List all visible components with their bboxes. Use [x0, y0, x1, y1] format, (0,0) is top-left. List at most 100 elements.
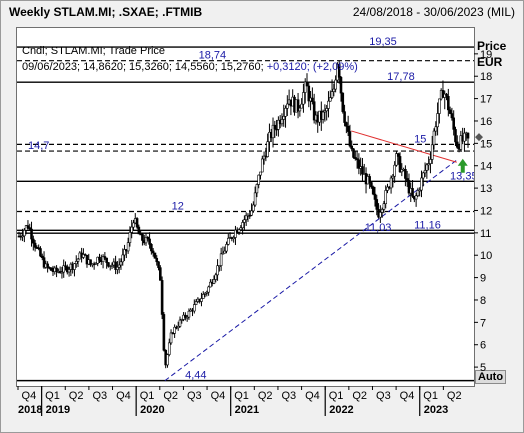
level-label: 12 — [172, 200, 184, 212]
candle-body — [135, 218, 139, 228]
candle-body — [146, 237, 150, 240]
level-label: 18,74 — [199, 50, 227, 62]
x-year-label: 2022 — [329, 404, 353, 416]
x-year-label: 2023 — [424, 404, 448, 416]
x-quarter-label: Q2 — [258, 390, 273, 402]
candle-body — [180, 319, 184, 321]
candle-body — [346, 125, 350, 132]
candle-body — [447, 96, 450, 111]
candle-body — [448, 109, 452, 114]
candle-body — [355, 158, 359, 161]
ohlc-values: 14,8620; 15,3260; 14,5560; 15,2760; — [83, 61, 264, 73]
candle-body — [255, 184, 259, 194]
x-quarter-label: Q1 — [45, 390, 60, 402]
x-year-label: 2020 — [140, 404, 164, 416]
candle-body — [89, 259, 92, 266]
candle-body — [445, 93, 448, 97]
candle-body — [216, 265, 219, 276]
candle-body — [341, 92, 345, 112]
candle-body — [194, 301, 198, 305]
x-quarter-label: Q2 — [352, 390, 367, 402]
candle-body — [379, 212, 382, 218]
y-tick-label: 7 — [480, 317, 486, 329]
level-label: 15 — [414, 133, 426, 145]
candle-body — [250, 210, 253, 216]
candle-body — [176, 325, 180, 329]
candle-body — [273, 124, 277, 130]
candle-body — [286, 103, 289, 109]
candle-body — [361, 166, 364, 175]
candle-body — [393, 164, 396, 177]
candle-body — [396, 153, 400, 157]
candle-body — [411, 188, 414, 197]
candle-body — [373, 193, 377, 200]
y-tick-label: 18 — [480, 71, 492, 83]
auto-scale-button[interactable]: Auto — [475, 370, 507, 384]
candle-body — [296, 99, 300, 112]
candle-body — [395, 153, 398, 166]
candle-body — [391, 175, 395, 179]
candlestick-plot[interactable]: 19,35 18,74 17,78 15 14,7 13,35 12 11,16 11,03 4,… — [17, 28, 474, 386]
candle-body — [334, 79, 337, 90]
x-quarter-label: Q3 — [92, 390, 107, 402]
y-tick-label: 9 — [480, 273, 486, 285]
candle-body — [300, 103, 303, 109]
x-year-label: 2018 — [18, 404, 42, 416]
candle-body — [103, 256, 107, 259]
x-quarter-label: Q3 — [376, 390, 391, 402]
candle-body — [185, 316, 189, 319]
candle-body — [218, 265, 221, 267]
candle-body — [98, 256, 101, 261]
candle-body — [434, 126, 438, 132]
x-year-label: 2019 — [46, 404, 70, 416]
x-quarter-label: Q4 — [305, 390, 320, 402]
y-tick-label: 17 — [480, 94, 492, 106]
x-quarter-label: Q1 — [234, 390, 249, 402]
candle-body — [357, 159, 361, 169]
candle-body — [64, 265, 67, 268]
candle-body — [107, 262, 110, 267]
candle-body — [262, 155, 266, 160]
candle-body — [370, 182, 373, 188]
candle-body — [193, 304, 196, 312]
candle-body — [205, 291, 209, 294]
candle-body — [153, 252, 157, 259]
up-arrow-icon — [457, 158, 468, 173]
candle-body — [141, 233, 144, 241]
x-quarter-label: Q1 — [140, 390, 155, 402]
candle-body — [76, 258, 80, 262]
x-quarter-label: Q3 — [187, 390, 202, 402]
candle-body — [257, 174, 261, 185]
candle-body — [26, 225, 30, 228]
candle-body — [119, 261, 123, 266]
candle-body — [214, 274, 218, 280]
candle-body — [454, 129, 457, 143]
level-label: 14,7 — [28, 140, 49, 152]
candle-body — [418, 189, 422, 192]
x-year-label: 2021 — [235, 404, 259, 416]
candle-body — [74, 261, 78, 265]
candle-body — [339, 77, 343, 94]
candle-body — [223, 250, 227, 254]
candle-body — [345, 122, 348, 127]
y-tick-label: 19 — [480, 49, 492, 61]
chart-title: Weekly STLAM.MI; .SXAE; .FTMIB — [9, 5, 203, 19]
candle-body — [33, 242, 37, 248]
candle-body — [101, 256, 105, 262]
x-quarter-label: Q2 — [69, 390, 84, 402]
candle-body — [253, 192, 257, 206]
candle-body — [337, 64, 341, 78]
candle-body — [354, 157, 357, 159]
candle-body — [162, 314, 166, 351]
y-tick-label: 13 — [480, 183, 492, 195]
plot-area[interactable]: 19,35 18,74 17,78 15 14,7 13,35 12 11,16 11,03 4,… — [16, 27, 475, 387]
candle-body — [298, 107, 302, 112]
candle-body — [282, 116, 286, 120]
candle-body — [232, 237, 235, 240]
candle-body — [203, 292, 207, 295]
candle-body — [343, 111, 346, 123]
x-quarter-label: Q4 — [211, 390, 226, 402]
resistance-trendline — [351, 130, 457, 163]
candle-body — [284, 107, 287, 117]
candle-body — [277, 119, 280, 130]
